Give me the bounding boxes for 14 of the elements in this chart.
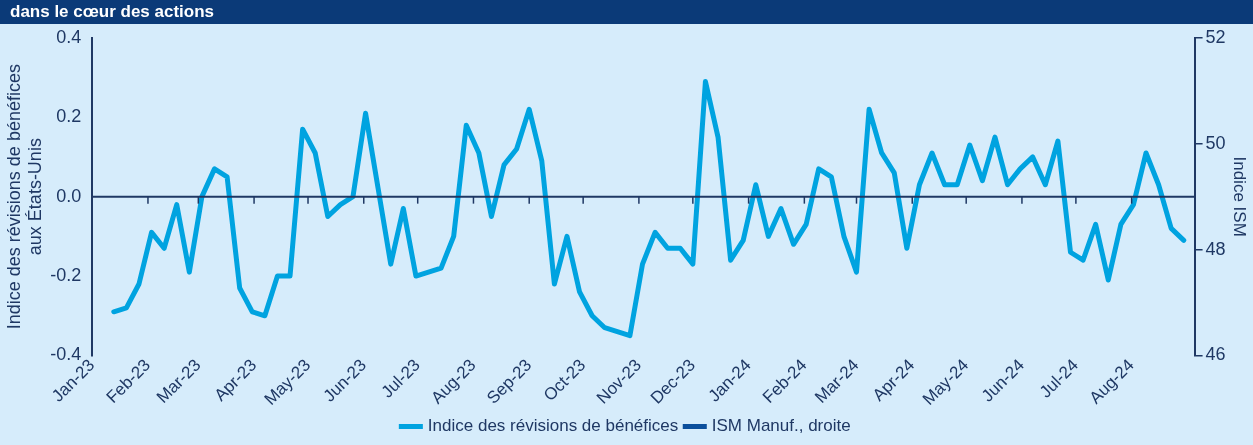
- y-axis-title: Indice des révisions de bénéfices aux États-Unis: [3, 64, 46, 330]
- y2-tick-label: 48: [1205, 238, 1226, 259]
- y-tick-label: 0.0: [56, 185, 82, 206]
- chart-title: dans le cœur des actions: [0, 0, 1253, 24]
- legend-label: ISM Manuf., droite: [711, 416, 851, 436]
- y2-tick-label: 50: [1205, 132, 1226, 153]
- y-tick-label: -0.4: [50, 344, 82, 365]
- y2-axis-title: Indice ISM: [1230, 156, 1250, 237]
- y-tick-label: 0.4: [56, 26, 82, 47]
- y-tick-label: -0.2: [50, 265, 82, 286]
- legend-label: Indice des révisions de bénéfices: [427, 416, 679, 436]
- y2-tick-label: 46: [1205, 344, 1226, 365]
- y2-tick-label: 52: [1205, 26, 1226, 47]
- y-tick-label: 0.2: [56, 106, 82, 127]
